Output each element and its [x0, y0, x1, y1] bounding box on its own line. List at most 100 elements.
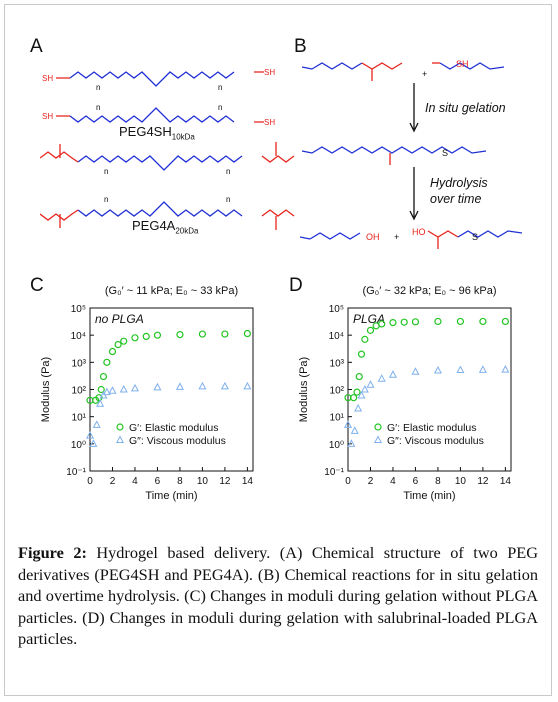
x-tick-label: 6: [413, 476, 419, 487]
inset-label: PLGA: [353, 312, 385, 326]
sh-label: SH: [264, 118, 275, 127]
data-point-elastic: [198, 330, 207, 338]
legend-label: G′: Elastic modulus: [129, 422, 219, 434]
y-tick-label: 10⁵: [71, 304, 86, 315]
sh-label: SH: [42, 112, 53, 121]
data-point-elastic: [176, 330, 184, 339]
legend-marker-viscous: [373, 435, 383, 443]
peg4sh-label: PEG4SH10kDa: [119, 124, 195, 142]
panel-label-a: A: [30, 36, 43, 57]
data-point-viscous: [433, 365, 442, 374]
data-point-viscous: [357, 390, 366, 399]
data-point-elastic: [479, 317, 487, 326]
data-point-viscous: [153, 382, 162, 391]
data-point-viscous: [92, 420, 101, 428]
data-point-elastic: [114, 340, 122, 349]
data-point-viscous: [501, 365, 510, 373]
scheme-a-structures: SH SH SH SH n n n n n n n n: [40, 68, 295, 230]
data-point-elastic: [353, 388, 361, 396]
n-subscript: n: [96, 83, 100, 92]
data-point-viscous: [198, 381, 207, 390]
data-point-viscous: [478, 365, 487, 373]
data-point-viscous: [347, 439, 356, 447]
legend-marker-elastic: [374, 423, 382, 431]
y-tick-label: 10⁴: [329, 331, 344, 342]
data-point-viscous: [354, 403, 363, 412]
data-point-viscous: [360, 384, 369, 393]
x-tick-label: 4: [132, 476, 138, 487]
y-tick-label: 10⁵: [329, 304, 344, 315]
figure-caption: Figure 2: Hydrogel based delivery. (A) C…: [18, 542, 538, 650]
peg4a-label: PEG4A20kDa: [132, 218, 199, 236]
x-tick-label: 4: [390, 476, 396, 487]
y-tick-label: 10¹: [72, 413, 87, 424]
y-tick-label: 10⁰: [71, 440, 86, 451]
data-point-viscous: [377, 374, 386, 382]
sulfur-label: S: [442, 148, 448, 158]
data-point-viscous: [243, 381, 252, 390]
data-point-viscous: [130, 383, 139, 392]
y-axis-label: Modulus (Pa): [298, 357, 310, 422]
x-tick-label: 14: [500, 476, 512, 487]
data-point-viscous: [220, 381, 229, 390]
y-tick-label: 10⁴: [71, 331, 86, 342]
y-tick-label: 10¹: [330, 413, 345, 424]
data-point-elastic: [103, 358, 111, 366]
sh-label: SH: [42, 74, 53, 83]
ho-label: HO: [412, 227, 426, 237]
n-subscript: n: [104, 195, 108, 204]
data-point-elastic: [357, 350, 366, 358]
data-point-elastic: [361, 335, 369, 343]
y-tick-label: 10⁻¹: [66, 467, 86, 478]
legend-marker-elastic: [116, 423, 124, 431]
x-tick-label: 0: [87, 476, 93, 487]
legend-label: G″: Viscous modulus: [129, 435, 226, 447]
legend-marker-viscous: [115, 435, 125, 443]
data-point-elastic: [378, 320, 386, 328]
data-point-viscous: [85, 431, 95, 439]
caption-text: Hydrogel based delivery. (A) Chemical st…: [18, 543, 538, 648]
scheme-b-reactions: + SH S OH + HO S: [300, 59, 523, 249]
panel-label-d: D: [289, 275, 303, 296]
sh-label: SH: [456, 59, 469, 69]
x-axis-label: Time (min): [145, 490, 197, 502]
step-over-time: over time: [430, 192, 482, 206]
caption-label: Figure 2:: [18, 543, 87, 562]
sulfur-label: S: [472, 232, 478, 242]
n-subscript: n: [226, 195, 230, 204]
legend-label: G″: Viscous modulus: [387, 435, 484, 447]
chart-panel-d: (G₀′ ~ 32 kPa; E₀ ~ 96 kPa) PLGA 10⁻¹ 10⁰ 10…: [298, 285, 512, 502]
data-point-elastic: [221, 330, 229, 338]
x-tick-label: 2: [110, 476, 116, 487]
figure-frame: [4, 4, 552, 696]
data-point-viscous: [388, 370, 397, 378]
data-point-elastic: [142, 332, 150, 341]
y-tick-label: 10²: [330, 386, 345, 397]
sh-label: SH: [264, 68, 275, 77]
data-point-elastic: [400, 318, 408, 326]
x-tick-label: 12: [477, 476, 489, 487]
data-point-viscous: [89, 439, 98, 447]
data-point-elastic: [366, 326, 375, 334]
data-point-elastic: [411, 318, 420, 326]
n-subscript: n: [96, 103, 100, 112]
y-axis-label: Modulus (Pa): [40, 357, 52, 422]
y-tick-label: 10³: [330, 358, 345, 369]
data-point-elastic: [389, 319, 397, 327]
data-point-elastic: [355, 372, 363, 381]
chart-header: (G₀′ ~ 32 kPa; E₀ ~ 96 kPa): [362, 285, 496, 297]
data-point-elastic: [108, 347, 117, 356]
y-tick-label: 10⁰: [329, 440, 344, 451]
data-point-elastic: [131, 334, 139, 342]
data-point-viscous: [119, 384, 128, 393]
data-point-elastic: [434, 317, 442, 326]
data-point-elastic: [99, 372, 108, 381]
data-point-elastic: [350, 394, 358, 402]
chart-header: (G₀′ ~ 11 kPa; E₀ ~ 33 kPa): [105, 285, 238, 297]
y-tick-label: 10⁻¹: [324, 467, 344, 478]
data-point-elastic: [501, 317, 509, 326]
data-point-viscous: [108, 386, 117, 394]
n-subscript: n: [218, 103, 222, 112]
panel-label-b: B: [294, 36, 307, 57]
n-subscript: n: [104, 167, 108, 176]
